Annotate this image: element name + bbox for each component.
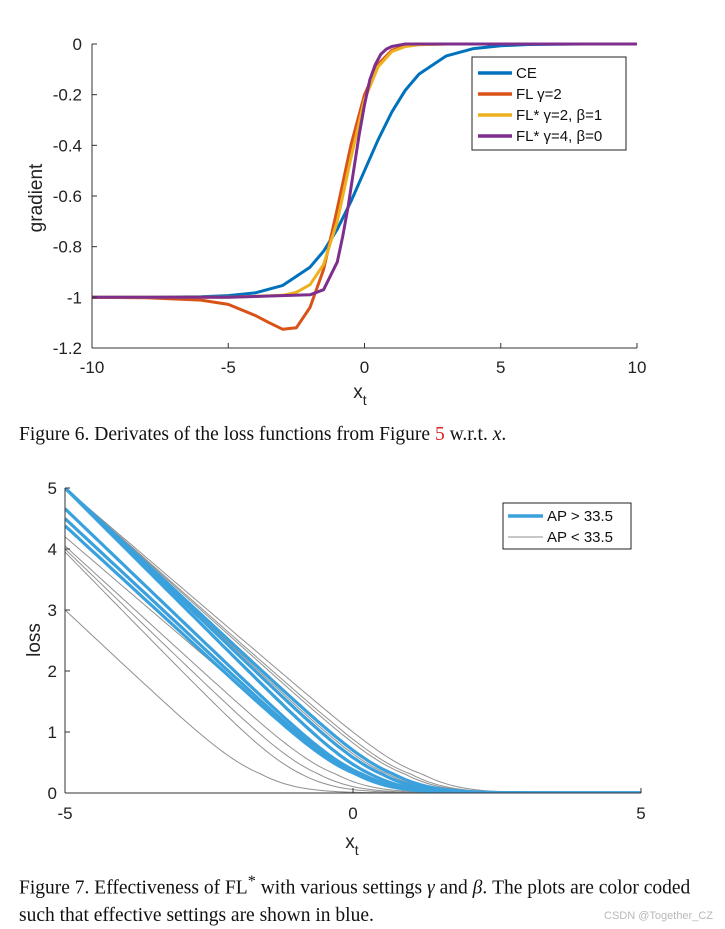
fig7-curve-low-4 <box>65 548 641 793</box>
fig6-y-tick-label: -0.6 <box>53 187 82 206</box>
fig7-x-tick-label: 5 <box>636 804 645 823</box>
fig6-x-tick-label: 0 <box>360 358 369 377</box>
fig7-x-axis-label: xt <box>345 832 359 858</box>
fig6-x-tick-label: -5 <box>221 358 236 377</box>
fig6-x-tick-label: -10 <box>80 358 105 377</box>
fig7-y-tick-label: 4 <box>48 540 57 559</box>
fig6-x-tick-label: 10 <box>628 358 647 377</box>
fig6-y-tick-label: -1.2 <box>53 339 82 358</box>
fig6-series-line-0 <box>92 42 637 299</box>
fig6-y-tick-label: -0.8 <box>53 238 82 257</box>
fig6-x-axis-label: xt <box>353 382 367 408</box>
figure-6-chart: 0 -0.2 -0.4 -0.6 -0.8 -1 -1.2-10 -5 0 5 10 CE FL γ=… <box>26 35 647 408</box>
fig7-curve-high-3 <box>65 524 641 793</box>
fig7-x-tick-label: 0 <box>348 804 357 823</box>
fig6-legend-entry-2: FL* γ=2, β=1 <box>516 107 602 124</box>
fig6-x-tick-label: 5 <box>496 358 505 377</box>
fig6-y-axis-label: gradient <box>26 163 47 232</box>
fig7-y-tick-label: 1 <box>48 723 57 742</box>
fig7-y-axis-label: loss <box>24 623 45 657</box>
fig7-curve-high-0 <box>65 488 641 793</box>
figure-6-caption: Figure 6. Derivates of the loss function… <box>19 424 507 445</box>
fig6-y-tick-label: -0.4 <box>53 136 82 155</box>
fig6-series-line-3 <box>92 42 637 299</box>
figure-5-reference-link[interactable]: 5 <box>434 424 445 445</box>
fig7-y-tick-label: 3 <box>48 601 57 620</box>
watermark: CSDN @Together_CZ <box>604 910 713 922</box>
fig7-legend-entry-0: AP > 33.5 <box>547 508 613 525</box>
fig6-legend-entry-1: FL γ=2 <box>516 86 562 103</box>
fig7-legend-box <box>502 502 632 550</box>
fig7-curve-low-3 <box>65 545 641 793</box>
fig7-legend-entry-1: AP < 33.5 <box>547 529 613 546</box>
fig7-legend: AP > 33.5 AP < 33.5 <box>502 502 632 550</box>
figure-7-caption: Figure 7. Effectiveness of FL* with vari… <box>19 872 691 926</box>
fig6-y-tick-label: -0.2 <box>53 86 82 105</box>
fig6-y-tick-label: 0 <box>73 35 82 54</box>
fig6-series <box>91 42 637 331</box>
fig6-legend: CE FL γ=2 FL* γ=2, β=1 FL* γ=4, β=0 <box>471 56 627 151</box>
fig7-y-tick-label: 0 <box>48 784 57 803</box>
fig7-x-tick-label: -5 <box>57 804 72 823</box>
fig6-legend-entry-3: FL* γ=4, β=0 <box>516 128 602 145</box>
fig7-y-tick-label: 5 <box>48 479 57 498</box>
fig6-legend-entry-0: CE <box>516 65 537 82</box>
fig7-y-tick-label: 2 <box>48 662 57 681</box>
fig6-y-tick-label: -1 <box>67 288 82 307</box>
